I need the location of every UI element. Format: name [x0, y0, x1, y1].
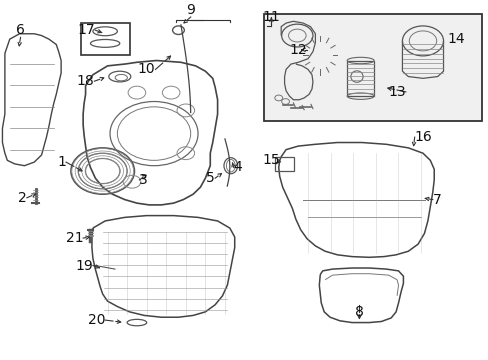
- Bar: [346, 60, 373, 96]
- Text: 15: 15: [262, 153, 279, 167]
- Text: 11: 11: [262, 10, 280, 24]
- Text: 14: 14: [446, 32, 464, 46]
- Text: 10: 10: [138, 62, 155, 76]
- Text: 17: 17: [78, 23, 95, 37]
- Text: 8: 8: [354, 305, 363, 319]
- Bar: [274, 157, 294, 171]
- Text: 7: 7: [432, 193, 441, 207]
- Text: 19: 19: [75, 258, 93, 273]
- Text: 13: 13: [387, 85, 405, 99]
- Text: 18: 18: [77, 74, 94, 88]
- Text: 16: 16: [414, 130, 431, 144]
- Text: 4: 4: [233, 161, 242, 175]
- Text: 1: 1: [57, 155, 66, 169]
- Text: 9: 9: [186, 3, 195, 17]
- Bar: [81, 23, 129, 55]
- Text: 2: 2: [18, 191, 27, 205]
- Text: 21: 21: [65, 231, 83, 245]
- Text: 5: 5: [206, 171, 215, 185]
- Bar: [264, 14, 481, 121]
- Text: 6: 6: [16, 23, 25, 37]
- Text: 12: 12: [289, 43, 306, 57]
- Text: 20: 20: [87, 313, 105, 327]
- Text: 3: 3: [139, 173, 148, 187]
